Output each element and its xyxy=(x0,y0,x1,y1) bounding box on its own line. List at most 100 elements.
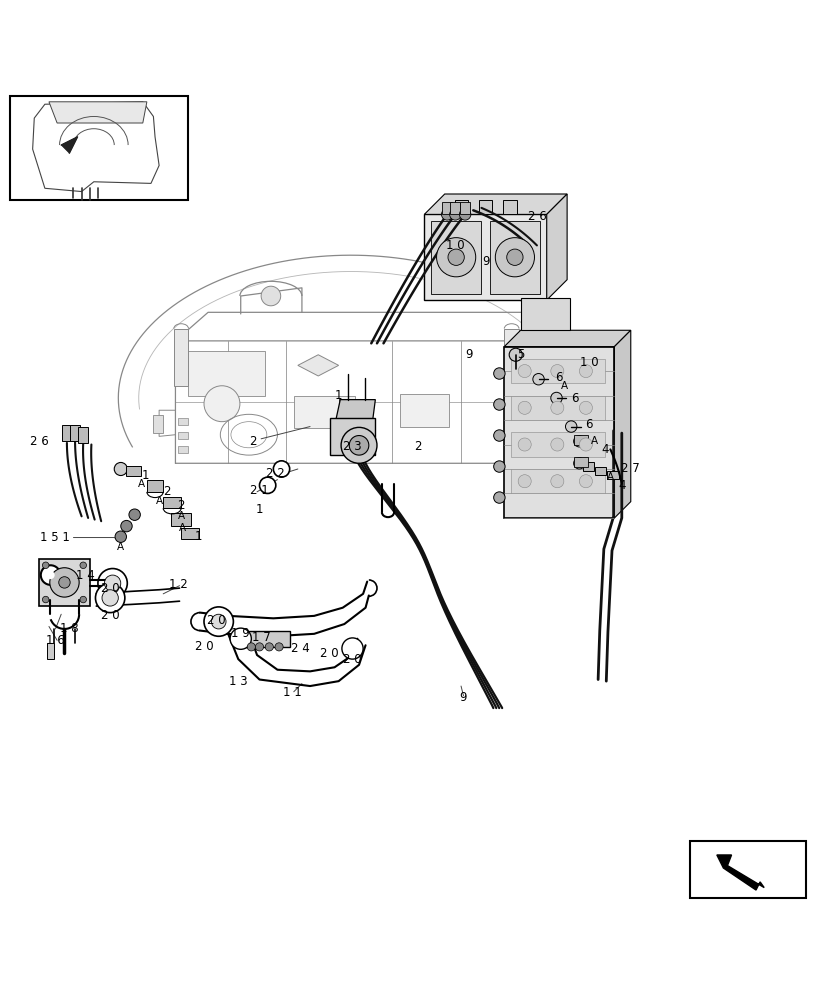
Bar xyxy=(163,497,181,508)
Circle shape xyxy=(261,286,281,306)
Circle shape xyxy=(42,596,49,603)
Circle shape xyxy=(80,562,86,569)
Text: 1 9: 1 9 xyxy=(232,627,250,640)
Circle shape xyxy=(518,475,531,488)
Bar xyxy=(62,425,72,441)
Text: 1 5 1: 1 5 1 xyxy=(40,531,69,544)
Circle shape xyxy=(204,386,240,422)
Circle shape xyxy=(574,458,585,469)
Circle shape xyxy=(551,475,564,488)
Circle shape xyxy=(247,643,255,651)
Text: 2 3: 2 3 xyxy=(344,440,361,453)
Bar xyxy=(126,466,141,476)
Bar xyxy=(241,631,290,647)
Polygon shape xyxy=(504,330,631,347)
Bar xyxy=(330,418,375,455)
Bar xyxy=(178,418,188,425)
Text: 9: 9 xyxy=(481,255,490,268)
Bar xyxy=(595,467,606,475)
Bar xyxy=(504,329,519,386)
Circle shape xyxy=(275,643,283,651)
Bar xyxy=(607,471,619,479)
Text: 2 0: 2 0 xyxy=(195,640,213,653)
Circle shape xyxy=(265,643,273,651)
Circle shape xyxy=(129,509,140,520)
Text: 2 2: 2 2 xyxy=(267,467,285,480)
Bar xyxy=(511,359,605,383)
Bar xyxy=(460,202,470,214)
Text: 2: 2 xyxy=(414,440,422,453)
Circle shape xyxy=(230,628,251,649)
Text: 1 0: 1 0 xyxy=(580,356,598,369)
Polygon shape xyxy=(614,330,631,518)
Bar xyxy=(181,528,199,539)
Text: 2 0: 2 0 xyxy=(207,614,225,627)
Bar xyxy=(511,432,605,457)
Bar xyxy=(574,457,588,467)
Circle shape xyxy=(533,374,544,385)
Text: 2: 2 xyxy=(177,499,185,512)
Text: 4: 4 xyxy=(618,479,626,492)
Circle shape xyxy=(507,249,523,265)
Text: 6: 6 xyxy=(585,418,593,431)
Circle shape xyxy=(50,568,79,597)
Text: 2: 2 xyxy=(249,435,257,448)
Bar xyxy=(511,469,605,493)
Circle shape xyxy=(41,565,60,585)
Bar xyxy=(503,200,517,214)
Circle shape xyxy=(494,461,505,472)
Circle shape xyxy=(255,643,264,651)
Circle shape xyxy=(204,607,233,636)
Text: A: A xyxy=(118,542,124,552)
Bar xyxy=(294,396,355,428)
Text: A: A xyxy=(157,496,163,506)
Circle shape xyxy=(211,614,226,629)
Polygon shape xyxy=(716,855,764,890)
Bar xyxy=(424,214,547,300)
Polygon shape xyxy=(33,102,159,192)
Text: 1 4: 1 4 xyxy=(77,569,95,582)
Text: 4: 4 xyxy=(601,443,610,456)
Bar xyxy=(188,351,265,396)
Circle shape xyxy=(95,583,125,613)
Circle shape xyxy=(551,365,564,378)
Text: 2: 2 xyxy=(162,485,171,498)
Text: 2 0: 2 0 xyxy=(101,582,119,595)
Text: 1: 1 xyxy=(255,503,264,516)
Bar xyxy=(174,329,188,386)
Text: 1: 1 xyxy=(335,389,343,402)
Circle shape xyxy=(494,492,505,503)
Bar xyxy=(450,202,460,214)
Circle shape xyxy=(509,348,522,361)
Text: A: A xyxy=(138,479,144,489)
Circle shape xyxy=(579,475,592,488)
Text: A: A xyxy=(178,511,184,521)
Text: A: A xyxy=(591,436,597,446)
Circle shape xyxy=(518,438,531,451)
Text: A: A xyxy=(180,523,186,533)
Bar xyxy=(147,480,163,492)
Circle shape xyxy=(273,461,290,477)
Polygon shape xyxy=(424,194,567,214)
Bar xyxy=(10,96,188,200)
Text: 6: 6 xyxy=(571,391,579,404)
Text: 2 0: 2 0 xyxy=(101,609,119,622)
Text: 9: 9 xyxy=(465,348,473,361)
Circle shape xyxy=(114,462,127,476)
Text: 1: 1 xyxy=(141,469,149,482)
Bar xyxy=(504,347,614,518)
Bar xyxy=(171,513,191,526)
Text: 2 4: 2 4 xyxy=(291,642,309,655)
Bar xyxy=(479,200,492,214)
Text: 6: 6 xyxy=(555,371,563,384)
Bar xyxy=(47,643,54,659)
Bar xyxy=(583,462,594,471)
Bar xyxy=(178,446,188,453)
Text: 2 0: 2 0 xyxy=(344,653,361,666)
Circle shape xyxy=(495,238,534,277)
Bar xyxy=(70,425,80,441)
Text: 2 1: 2 1 xyxy=(251,484,268,497)
Polygon shape xyxy=(49,102,147,123)
Circle shape xyxy=(574,436,585,447)
Circle shape xyxy=(349,436,369,455)
